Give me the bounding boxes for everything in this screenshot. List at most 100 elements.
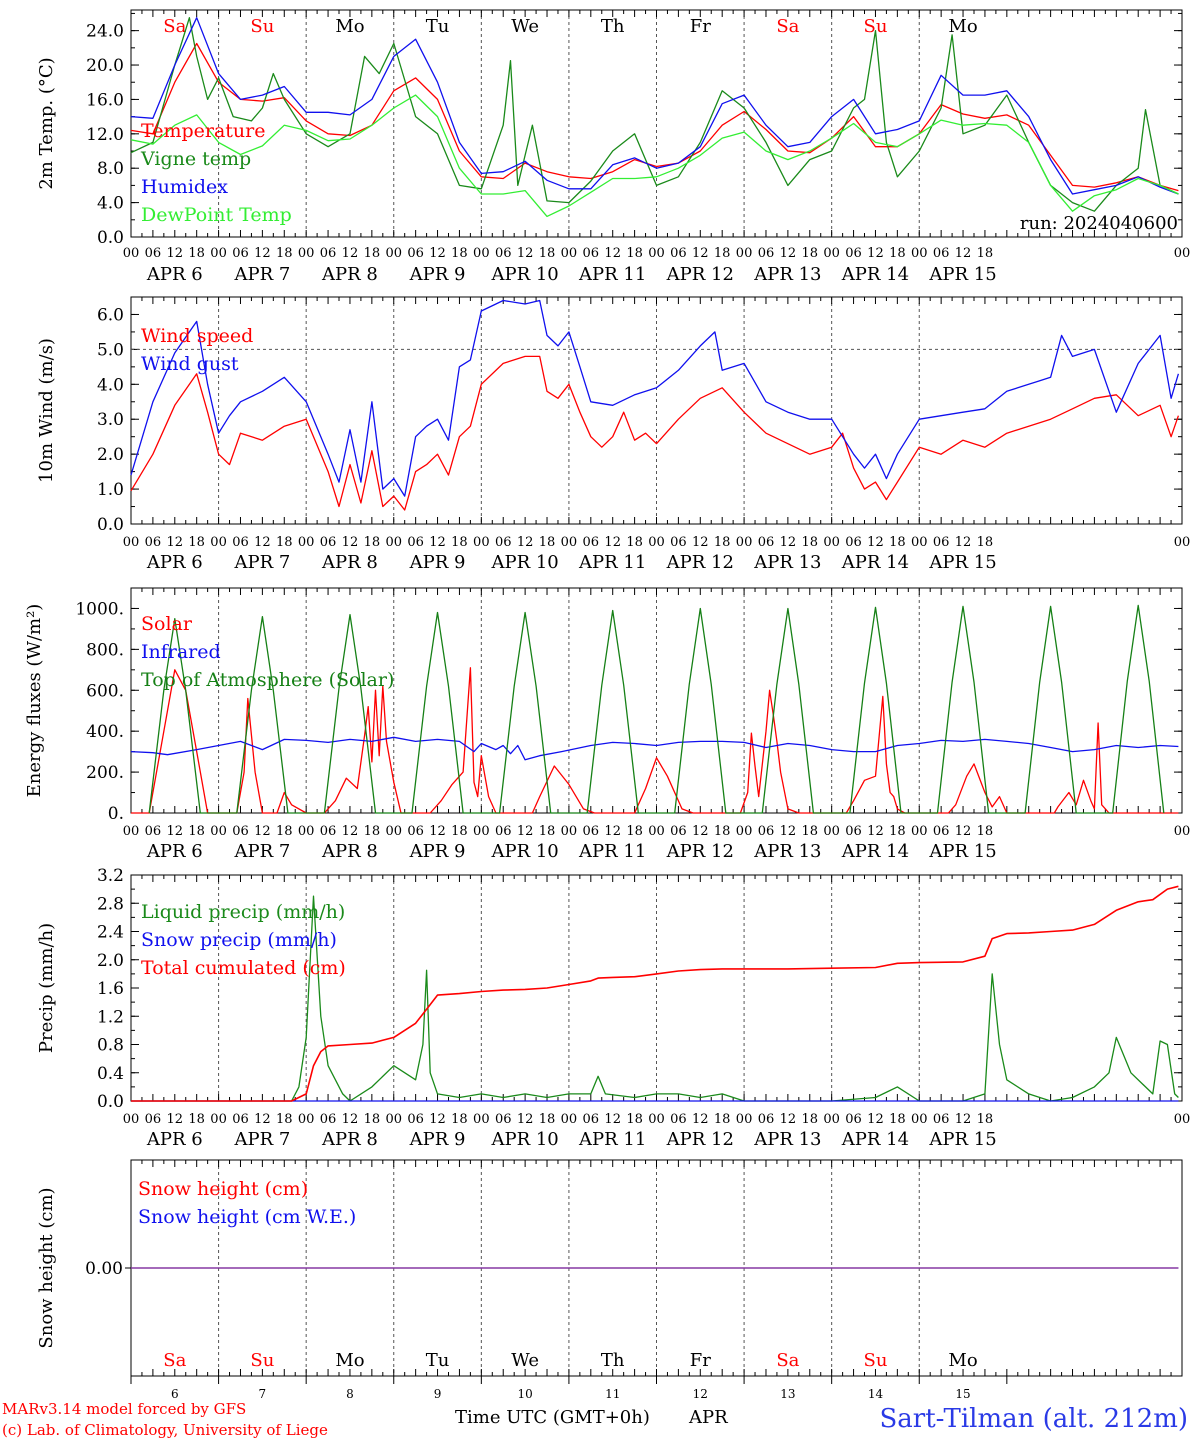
y-tick-label: 6.0 — [97, 305, 124, 325]
y-tick-label: 0. — [108, 804, 124, 824]
hour-tick-label: 18 — [889, 824, 906, 839]
hour-tick-label: 06 — [232, 824, 249, 839]
legend-label: Wind speed — [141, 325, 253, 347]
day-name: Sa — [776, 16, 799, 37]
panel-precipitation: 0.0 0.4 0.8 1.2 1.6 2.0 2.4 2.8 3.2 Precip (mm/h)… — [36, 866, 1190, 1150]
hour-tick-label: 12 — [604, 1112, 621, 1127]
hour-tick-label: 00 — [823, 824, 840, 839]
hour-tick-label: 18 — [977, 535, 994, 550]
hour-tick-label: 12 — [342, 824, 359, 839]
hour-tick-label: 00 — [648, 535, 665, 550]
date-label: APR 9 — [409, 552, 466, 573]
series-line — [130, 299, 1180, 497]
hour-tick-label: 06 — [407, 1112, 424, 1127]
hour-tick-label: 00 — [1174, 1112, 1191, 1127]
hour-tick-label: 00 — [123, 535, 140, 550]
hour-tick-label: 18 — [276, 535, 293, 550]
hour-tick-label: 18 — [714, 1112, 731, 1127]
hour-tick-label: 06 — [232, 246, 249, 261]
hour-tick-label: 06 — [933, 535, 950, 550]
bottom-date-label: 11 — [605, 1387, 620, 1401]
day-name: Tu — [426, 16, 450, 37]
hour-tick-label: 06 — [758, 824, 775, 839]
hour-tick-label: 06 — [845, 1112, 862, 1127]
y-tick-label: 0.00 — [85, 1259, 123, 1279]
hour-tick-label: 06 — [232, 1112, 249, 1127]
bottom-date-label: 12 — [693, 1387, 708, 1401]
hour-tick-label: 00 — [298, 1112, 315, 1127]
day-name: Su — [250, 16, 274, 37]
day-name: Mo — [948, 16, 977, 37]
hour-tick-label: 00 — [823, 1112, 840, 1127]
date-label: APR 6 — [146, 1129, 203, 1150]
hour-tick-label: 06 — [933, 1112, 950, 1127]
date-label: APR 14 — [841, 841, 909, 862]
hour-tick-label: 18 — [889, 535, 906, 550]
credit-line-1: MARv3.14 model forced by GFS — [2, 1400, 246, 1418]
hour-tick-label: 00 — [385, 535, 402, 550]
hour-tick-label: 06 — [583, 1112, 600, 1127]
hour-tick-label: 12 — [342, 246, 359, 261]
hour-tick-label: 12 — [780, 1112, 797, 1127]
date-label: APR 11 — [578, 1129, 646, 1150]
hour-tick-label: 00 — [1174, 246, 1191, 261]
hour-tick-label: 00 — [385, 824, 402, 839]
hour-tick-label: 12 — [342, 1112, 359, 1127]
bottom-date-label: 8 — [346, 1387, 354, 1401]
series-line — [130, 94, 1179, 218]
hour-tick-label: 18 — [188, 535, 205, 550]
y-tick-label: 2.4 — [97, 923, 124, 943]
panel-temperature: 0.0 4.0 8.0 12.0 16.0 20.0 24.0 2m Temp. (°C) Sa… — [36, 9, 1191, 285]
hour-tick-label: 06 — [933, 824, 950, 839]
hour-tick-label: 00 — [473, 1112, 490, 1127]
date-label: APR 8 — [321, 552, 378, 573]
hour-tick-label: 12 — [604, 824, 621, 839]
hour-tick-label: 00 — [911, 246, 928, 261]
hour-tick-label: 18 — [539, 535, 556, 550]
hour-tick-label: 00 — [298, 535, 315, 550]
hour-tick-label: 12 — [167, 1112, 184, 1127]
date-label: APR 8 — [321, 1129, 378, 1150]
hour-tick-label: 00 — [648, 246, 665, 261]
legend-label: DewPoint Temp — [141, 204, 292, 226]
hour-tick-label: 00 — [648, 824, 665, 839]
hour-tick-label: 00 — [736, 246, 753, 261]
hour-tick-label: 12 — [517, 824, 534, 839]
hour-tick-label: 18 — [801, 535, 818, 550]
y-tick-label: 12.0 — [86, 125, 124, 145]
date-label: APR 15 — [928, 264, 996, 285]
panel-energy-fluxes: 0. 200. 400. 600. 800. 1000. Energy fluxes (W/… — [24, 587, 1190, 862]
y-tick-label: 0.0 — [97, 228, 124, 248]
hour-tick-label: 00 — [385, 1112, 402, 1127]
hour-tick-label: 12 — [780, 246, 797, 261]
hour-tick-label: 00 — [123, 1112, 140, 1127]
legend-label: Snow height (cm W.E.) — [138, 1206, 356, 1228]
hour-tick-label: 06 — [495, 824, 512, 839]
hour-tick-label: 18 — [714, 246, 731, 261]
hour-tick-label: 12 — [955, 246, 972, 261]
hour-tick-label: 06 — [145, 1112, 162, 1127]
legend-label: Snow precip (mm/h) — [141, 929, 337, 951]
hour-tick-label: 00 — [473, 535, 490, 550]
bottom-day-name: Tu — [426, 1350, 450, 1371]
date-label: APR 10 — [490, 264, 558, 285]
hour-tick-label: 06 — [407, 535, 424, 550]
y-tick-label: 1.2 — [97, 1007, 124, 1027]
day-name: Sa — [163, 16, 186, 37]
hour-tick-label: 06 — [583, 246, 600, 261]
legend-label: Snow height (cm) — [138, 1178, 308, 1200]
credit-line-2: (c) Lab. of Climatology, University of L… — [2, 1421, 328, 1439]
date-label: APR 9 — [409, 1129, 466, 1150]
hour-tick-label: 18 — [626, 824, 643, 839]
hour-tick-label: 06 — [145, 824, 162, 839]
hour-tick-label: 00 — [823, 246, 840, 261]
y-tick-label: 400. — [86, 722, 124, 742]
hour-tick-label: 18 — [276, 1112, 293, 1127]
day-name: We — [511, 16, 539, 37]
date-label: APR 6 — [146, 264, 203, 285]
hour-tick-label: 00 — [561, 824, 578, 839]
day-name: Su — [863, 16, 887, 37]
hour-tick-label: 18 — [188, 246, 205, 261]
y-tick-label: 200. — [86, 763, 124, 783]
bottom-date-label: 10 — [517, 1387, 532, 1401]
